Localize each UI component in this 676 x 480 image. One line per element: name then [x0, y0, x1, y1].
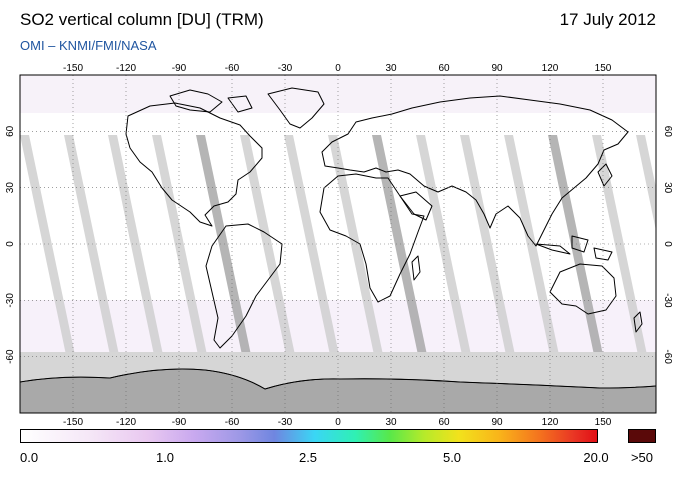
credit-label: OMI – KNMI/FMI/NASA	[20, 38, 157, 53]
map-frame	[19, 74, 657, 414]
swath-gap	[152, 135, 207, 355]
swath-gap	[108, 135, 163, 355]
north-noise-band	[20, 75, 656, 113]
colorbar-label: 0.0	[20, 450, 39, 465]
longitude-tick-label: 150	[595, 63, 612, 74]
latitude-tick-label: -30	[5, 293, 16, 308]
longitude-tick-label: -30	[278, 63, 293, 74]
longitude-tick-label: 0	[335, 417, 341, 428]
map-title: SO2 vertical column [DU] (TRM)	[20, 10, 264, 29]
latitude-tick-label: 0	[662, 241, 673, 247]
longitude-tick-label: -60	[225, 417, 240, 428]
longitude-tick-label: -90	[172, 63, 187, 74]
latitude-tick-label: 60	[5, 125, 16, 137]
swath-gap	[460, 135, 515, 355]
colorbar-label: 1.0	[155, 450, 175, 465]
longitude-tick-label: 30	[385, 417, 397, 428]
swath-gap	[328, 135, 383, 355]
swath-gap	[592, 135, 647, 355]
swath-gap	[20, 135, 75, 355]
longitude-tick-label: -60	[225, 63, 240, 74]
longitude-tick-label: -30	[278, 417, 293, 428]
swath-gap	[196, 135, 251, 355]
south-america	[205, 223, 283, 349]
swath-gap	[504, 135, 559, 355]
longitude-tick-label: -120	[116, 417, 136, 428]
colorbar-over-box	[628, 429, 656, 443]
longitude-tick-label: 120	[542, 417, 559, 428]
longitude-labels-top: -150 -120 -90 -60 -30 0 30 60 90 120 150	[63, 63, 612, 74]
latitude-labels-right: 60 30 0 -30 -60	[662, 126, 673, 365]
graticule	[20, 75, 656, 413]
longitude-tick-label: 90	[491, 63, 503, 74]
eurasia	[321, 95, 629, 247]
arctic-islands	[169, 89, 253, 113]
longitude-tick-label: 60	[438, 417, 450, 428]
latitude-labels-left: 60 30 0 -30 -60	[5, 125, 16, 364]
colorbar-label: 20.0	[583, 450, 609, 465]
australia	[549, 263, 617, 315]
latitude-tick-label: 0	[5, 241, 16, 247]
africa	[319, 173, 425, 303]
longitude-tick-label: 60	[438, 63, 450, 74]
colorbar-label: 5.0	[442, 450, 462, 465]
longitude-tick-label: 0	[335, 63, 341, 74]
date-label: 17 July 2012	[559, 10, 656, 29]
latitude-tick-label: -60	[662, 349, 673, 364]
latitude-tick-label: 30	[5, 182, 16, 194]
longitude-tick-label: 150	[595, 417, 612, 428]
greenland	[267, 87, 325, 129]
longitude-labels-bottom: -150 -120 -90 -60 -30 0 30 60 90 120 150	[63, 417, 612, 428]
latitude-tick-label: -60	[5, 349, 16, 364]
madagascar	[411, 255, 421, 281]
latitude-tick-label: -30	[662, 293, 673, 308]
longitude-tick-label: 90	[491, 417, 503, 428]
orbit-swath-gaps	[20, 135, 656, 355]
longitude-tick-label: -90	[172, 417, 187, 428]
swath-gap	[548, 135, 603, 355]
colorbar	[20, 429, 598, 443]
longitude-tick-label: -150	[63, 63, 83, 74]
longitude-tick-label: -150	[63, 417, 83, 428]
longitude-tick-label: 30	[385, 63, 397, 74]
swath-gap	[372, 135, 427, 355]
swath-gap	[284, 135, 339, 355]
swath-gap	[636, 135, 656, 231]
japan	[597, 163, 613, 187]
colorbar-label: 2.5	[298, 450, 318, 465]
swath-gap	[416, 135, 471, 355]
swath-gap	[240, 135, 295, 355]
new-zealand	[633, 311, 643, 333]
antarctica-coast	[20, 368, 656, 390]
arabia	[399, 191, 433, 221]
latitude-tick-label: 60	[662, 126, 673, 138]
latitude-tick-label: 30	[662, 182, 673, 194]
north-america	[125, 102, 263, 227]
swath-gap	[64, 135, 119, 355]
colorbar-over-label: >50	[630, 450, 654, 465]
longitude-tick-label: 120	[542, 63, 559, 74]
longitude-tick-label: -120	[116, 63, 136, 74]
